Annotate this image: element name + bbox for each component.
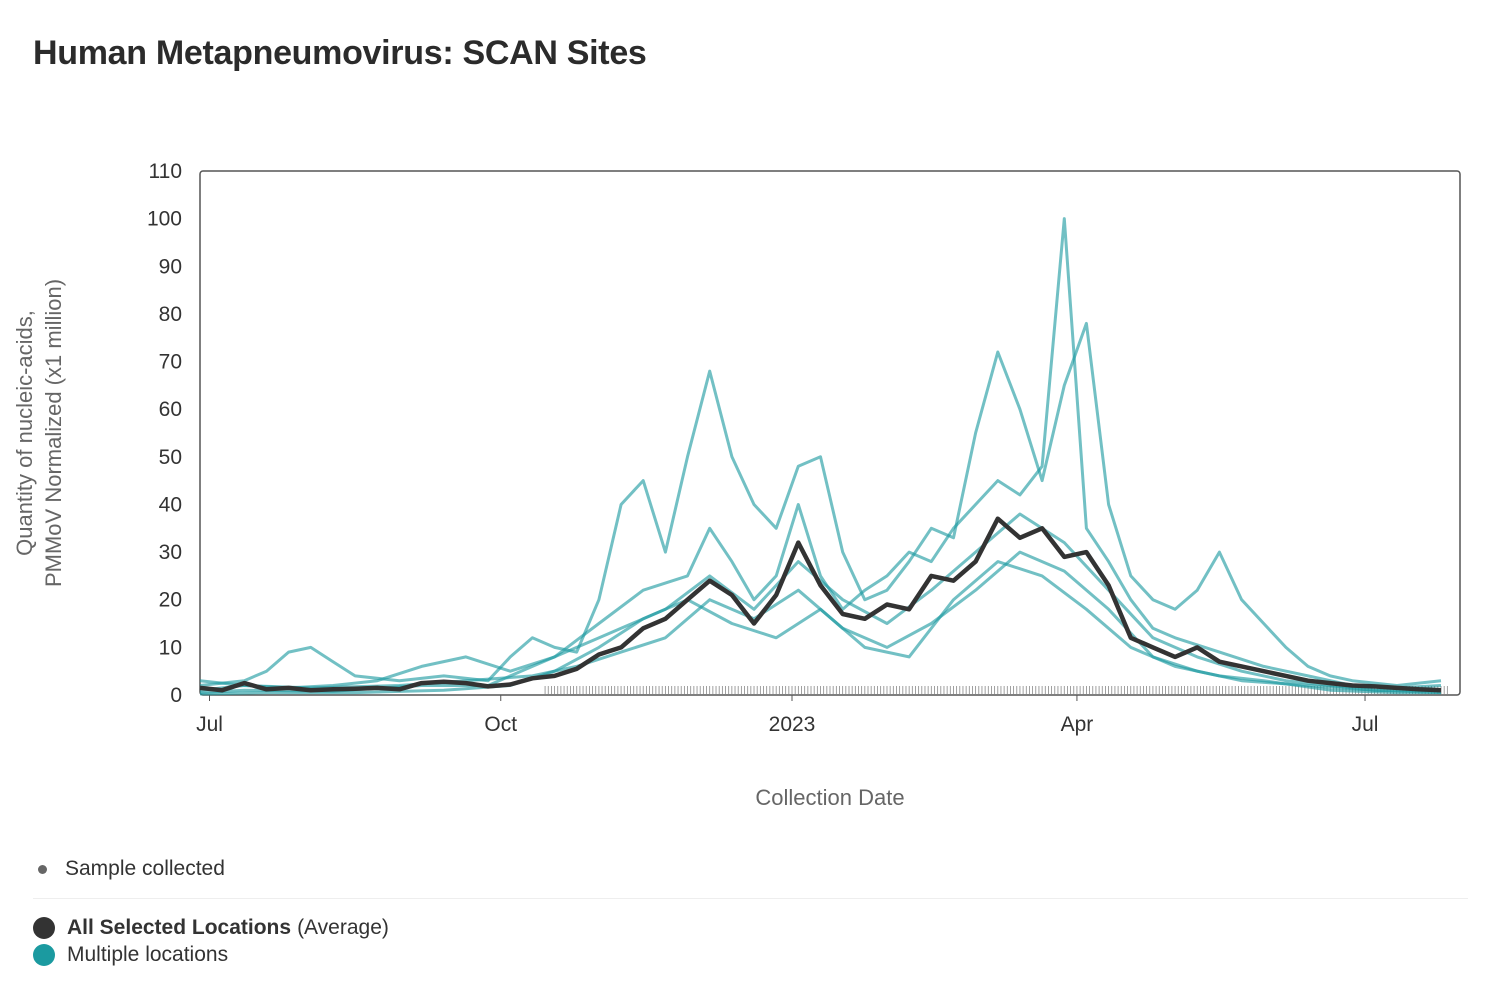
x-axis-title: Collection Date — [755, 785, 904, 810]
y-tick-label: 30 — [159, 541, 182, 564]
legend-locations-name: Multiple locations — [67, 943, 229, 966]
x-tick-label: Jul — [1352, 713, 1379, 736]
location-lines — [199, 217, 1442, 696]
y-tick-label: 70 — [159, 351, 182, 374]
y-tick-label: 20 — [159, 589, 182, 612]
legend-average-name: All Selected Locations — [67, 916, 292, 939]
chart-title: Human Metapneumovirus: SCAN Sites — [33, 34, 647, 72]
y-tick-label: 80 — [159, 303, 182, 326]
legend-item-locations[interactable]: Multiple locations — [33, 943, 228, 967]
legend-divider — [33, 898, 1468, 899]
legend-sample-label: Sample collected — [65, 857, 225, 880]
location-series-line — [199, 217, 1442, 692]
sample-dot-icon — [38, 864, 47, 874]
x-tick-label: Oct — [484, 713, 517, 736]
y-tick-label: 100 — [147, 208, 182, 231]
y-axis-title-line2: PMMoV Normalized (x1 million) — [41, 279, 66, 587]
average-line-group — [199, 516, 1442, 693]
x-tick-label: Apr — [1061, 713, 1094, 736]
average-series-line — [199, 516, 1442, 693]
average-swatch-icon — [33, 917, 55, 939]
y-tick-label: 110 — [149, 160, 182, 183]
y-tick-labels: 0 10 20 30 40 50 60 70 80 90 100 110 — [147, 160, 182, 707]
x-tick-label: Jul — [196, 713, 223, 736]
locations-swatch-icon — [33, 944, 55, 966]
legend-item-average[interactable]: All Selected Locations (Average) — [33, 916, 389, 940]
x-tick-label: 2023 — [769, 713, 816, 736]
x-tick-labels: Jul Oct 2023 Apr Jul — [196, 695, 1378, 736]
y-tick-label: 0 — [170, 684, 182, 707]
y-tick-label: 40 — [159, 493, 182, 516]
legend-average-suffix: (Average) — [297, 916, 389, 939]
y-tick-label: 60 — [159, 398, 182, 421]
plot-frame — [199, 170, 1461, 696]
y-axis-title-line1: Quantity of nucleic-acids, — [12, 310, 37, 556]
y-tick-label: 50 — [159, 446, 182, 469]
y-tick-label: 90 — [159, 255, 182, 278]
legend-sample-collected: Sample collected — [33, 857, 225, 881]
y-tick-label: 10 — [159, 636, 182, 659]
location-series-line — [199, 512, 1442, 695]
location-series-line — [199, 321, 1442, 687]
location-series-line — [199, 550, 1441, 692]
